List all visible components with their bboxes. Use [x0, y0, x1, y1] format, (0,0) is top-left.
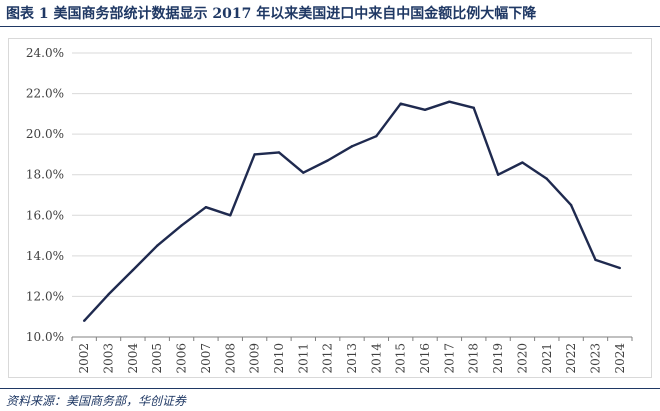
data-point	[423, 108, 427, 112]
x-tick-label: 2003	[102, 343, 116, 374]
data-point	[472, 106, 475, 109]
data-point	[594, 258, 597, 262]
footer-divider	[0, 388, 660, 389]
x-tick-label: 2006	[175, 343, 189, 374]
data-point	[277, 151, 281, 154]
data-point	[326, 159, 329, 162]
data-point	[180, 224, 183, 227]
x-tick-label: 2016	[418, 343, 432, 374]
x-tick-label: 2009	[248, 343, 262, 374]
x-tick-label: 2014	[369, 343, 383, 374]
data-point	[569, 203, 573, 207]
y-tick-label: 12.0%	[26, 289, 64, 303]
data-point	[156, 244, 159, 247]
x-tick-label: 2021	[540, 343, 554, 374]
data-point	[131, 268, 135, 272]
x-tick-label: 2007	[199, 343, 213, 374]
x-tick-label: 2018	[467, 343, 481, 374]
data-point	[350, 145, 354, 148]
data-point	[302, 171, 305, 174]
y-tick-label: 20.0%	[26, 127, 64, 141]
data-point	[496, 173, 500, 176]
y-tick-label: 14.0%	[26, 249, 64, 263]
y-tick-label: 24.0%	[26, 46, 64, 60]
chart-frame	[8, 38, 652, 378]
title-bar: 图表 1 美国商务部统计数据显示 2017 年以来美国进口中来自中国金额比例大幅…	[0, 0, 660, 27]
x-tick-label: 2010	[272, 343, 286, 374]
x-tick-label: 2013	[345, 343, 359, 374]
x-tick-label: 2004	[126, 343, 140, 374]
data-point	[253, 153, 256, 156]
data-point	[229, 214, 232, 217]
x-tick-label: 2024	[613, 343, 627, 374]
x-tick-label: 2015	[394, 343, 408, 374]
data-point	[82, 319, 86, 322]
data-point	[521, 161, 524, 164]
y-tick-label: 18.0%	[26, 168, 64, 182]
x-tick-label: 2012	[321, 343, 335, 374]
x-tick-label: 2017	[442, 343, 456, 374]
x-tick-label: 2019	[491, 343, 505, 374]
figure-title: 图表 1 美国商务部统计数据显示 2017 年以来美国进口中来自中国金额比例大幅…	[6, 6, 537, 22]
x-tick-label: 2020	[515, 343, 529, 374]
data-point	[375, 134, 378, 138]
x-tick-label: 2002	[77, 343, 91, 374]
y-tick-label: 16.0%	[26, 208, 64, 222]
x-tick-label: 2008	[223, 343, 237, 374]
data-point	[618, 266, 622, 270]
y-tick-label: 22.0%	[26, 87, 64, 101]
x-tick-label: 2023	[588, 343, 602, 374]
x-tick-label: 2005	[150, 343, 164, 374]
source-note: 资料来源：美国商务部，华创证券	[6, 394, 187, 408]
x-tick-label: 2011	[296, 343, 310, 374]
y-tick-label: 10.0%	[26, 330, 64, 344]
data-point	[448, 100, 451, 103]
data-point	[204, 205, 208, 209]
data-point	[399, 102, 402, 105]
x-tick-label: 2022	[564, 343, 578, 374]
data-point	[107, 293, 110, 296]
data-point	[545, 177, 548, 180]
